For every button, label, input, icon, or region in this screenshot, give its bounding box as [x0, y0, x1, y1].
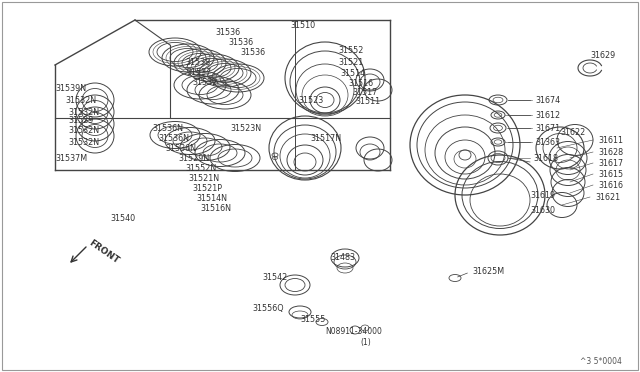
- Text: 31536N: 31536N: [165, 144, 196, 153]
- Text: 31529N: 31529N: [178, 154, 209, 163]
- Text: 31517: 31517: [352, 87, 377, 96]
- Text: 31612: 31612: [535, 110, 560, 119]
- Text: N08911-34000: N08911-34000: [325, 327, 382, 337]
- Text: 31363: 31363: [535, 138, 560, 147]
- Text: 31674: 31674: [535, 96, 560, 105]
- Text: 31630: 31630: [530, 205, 555, 215]
- Text: 31532: 31532: [192, 77, 217, 87]
- Text: (1): (1): [360, 337, 371, 346]
- Text: 31521P: 31521P: [192, 183, 222, 192]
- Text: 31539N: 31539N: [55, 83, 86, 93]
- Text: 31628: 31628: [598, 148, 623, 157]
- Text: 31556Q: 31556Q: [252, 304, 284, 312]
- Text: 31617: 31617: [598, 158, 623, 167]
- Text: 31521N: 31521N: [188, 173, 219, 183]
- Text: 31540: 31540: [110, 214, 135, 222]
- Text: 31552: 31552: [338, 45, 364, 55]
- Text: 31483: 31483: [330, 253, 355, 263]
- Text: 31514: 31514: [340, 68, 365, 77]
- Text: 31514N: 31514N: [196, 193, 227, 202]
- Text: FRONT: FRONT: [88, 238, 121, 266]
- Text: 31523: 31523: [298, 96, 323, 105]
- Text: 31616: 31616: [598, 180, 623, 189]
- Text: 31510: 31510: [290, 20, 315, 29]
- Text: 31532N: 31532N: [65, 96, 96, 105]
- Text: 31532N: 31532N: [68, 138, 99, 147]
- Text: 31511: 31511: [355, 96, 380, 106]
- Text: 31537: 31537: [186, 67, 211, 77]
- Text: 31615: 31615: [598, 170, 623, 179]
- Text: 31536: 31536: [215, 28, 240, 36]
- Text: 31629: 31629: [590, 51, 615, 60]
- Text: 31536N: 31536N: [152, 124, 183, 132]
- Text: 31516: 31516: [348, 78, 373, 87]
- Text: 31529: 31529: [68, 115, 93, 125]
- Text: 31552N: 31552N: [185, 164, 216, 173]
- Text: 31521: 31521: [338, 58, 364, 67]
- Text: 31555: 31555: [300, 315, 325, 324]
- Text: 31532N: 31532N: [68, 108, 99, 116]
- Text: ^3 5*0004: ^3 5*0004: [580, 357, 622, 366]
- Text: 31538: 31538: [185, 58, 210, 67]
- Text: 31536: 31536: [228, 38, 253, 46]
- Text: 31671: 31671: [535, 124, 560, 132]
- Text: 31532N: 31532N: [68, 125, 99, 135]
- Text: 31516N: 31516N: [200, 203, 231, 212]
- Text: 31622: 31622: [560, 128, 585, 137]
- Text: 31618: 31618: [533, 154, 558, 163]
- Text: 31621: 31621: [595, 192, 620, 202]
- Text: 31619: 31619: [530, 190, 555, 199]
- Text: 31611: 31611: [598, 135, 623, 144]
- Text: 31537M: 31537M: [55, 154, 87, 163]
- Text: 31523N: 31523N: [230, 124, 261, 132]
- Text: 31517N: 31517N: [310, 134, 341, 142]
- Text: 31536N: 31536N: [158, 134, 189, 142]
- Text: 31542: 31542: [262, 273, 287, 282]
- Text: 31625M: 31625M: [472, 267, 504, 276]
- Text: 31536: 31536: [240, 48, 265, 57]
